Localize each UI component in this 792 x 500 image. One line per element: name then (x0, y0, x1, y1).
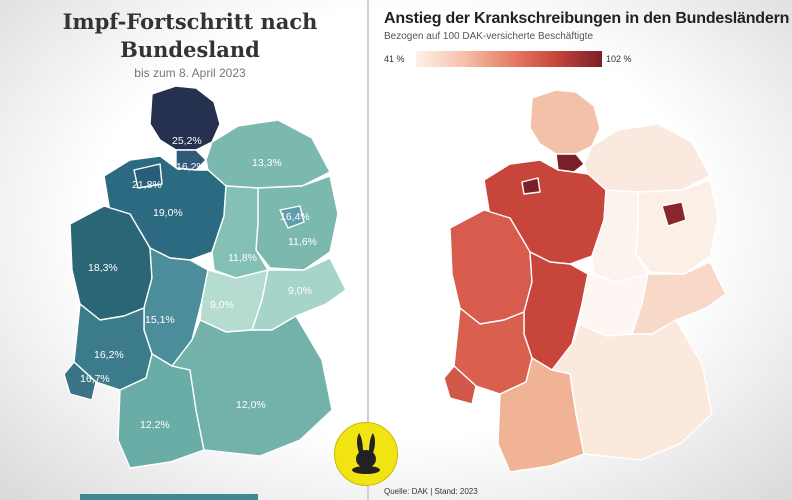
left-map-title: Impf-Fortschritt nach Bundesland (30, 8, 350, 64)
label-hh: 16,2% (176, 161, 206, 173)
vaccination-choropleth-map: 25,2% 16,2% 13,3% 21,8% 19,0% 16,4% 11,6… (63, 85, 347, 469)
state-saarland (443, 365, 477, 405)
panel-divider (367, 0, 369, 500)
state-bremen (133, 163, 163, 189)
state-saarland (63, 361, 97, 401)
state-mecklenburg-vorpommern (205, 119, 331, 189)
label-mv: 13,3% (252, 157, 282, 169)
state-brandenburg (635, 179, 719, 275)
sick-leave-map-panel: Anstieg der Krankschreibungen in den Bun… (370, 0, 792, 500)
right-map-subtitle: Bezogen auf 100 DAK-versicherte Beschäft… (384, 31, 594, 42)
label-hb: 21,8% (132, 179, 162, 191)
legend-gradient-bar (416, 51, 602, 67)
left-map-title-line2: Bundesland (120, 37, 260, 62)
state-mecklenburg-vorpommern (583, 123, 711, 193)
label-he: 15,1% (145, 314, 175, 326)
right-map-title: Anstieg der Krankschreibungen in den Bun… (384, 10, 790, 27)
bottom-color-strip (80, 494, 258, 500)
source-credit: Quelle: DAK | Stand: 2023 (384, 487, 478, 496)
label-sn: 9,0% (288, 285, 312, 297)
label-ni: 19,0% (153, 207, 183, 219)
legend-min-label: 41 % (384, 54, 405, 64)
label-bw: 12,2% (140, 419, 170, 431)
label-by: 12,0% (236, 399, 266, 411)
vaccination-map-panel: Impf-Fortschritt nach Bundesland bis zum… (0, 0, 368, 500)
sick-leave-choropleth-map (443, 89, 727, 473)
label-nw: 18,3% (88, 262, 118, 274)
rabbit-badge-logo (334, 422, 398, 486)
state-berlin (279, 205, 305, 229)
left-map-title-line1: Impf-Fortschritt nach (62, 9, 318, 34)
state-bremen (521, 177, 541, 195)
state-berlin (661, 201, 687, 227)
label-bb: 11,6% (288, 236, 317, 248)
label-rp: 16,2% (94, 349, 124, 361)
state-bavaria (171, 315, 333, 457)
label-st: 11,8% (228, 252, 257, 264)
left-map-subtitle: bis zum 8. April 2023 (134, 66, 246, 80)
state-bavaria (551, 319, 713, 461)
legend-max-label: 102 % (606, 54, 632, 64)
label-th: 9,0% (210, 299, 234, 311)
label-be: 16,4% (280, 211, 310, 223)
state-hamburg (555, 153, 585, 173)
rabbit-icon (352, 433, 380, 474)
state-hamburg (175, 149, 207, 171)
state-schleswig-holstein (529, 89, 601, 155)
label-sl: 16,7% (80, 373, 110, 385)
label-sh: 25,2% (172, 135, 202, 147)
